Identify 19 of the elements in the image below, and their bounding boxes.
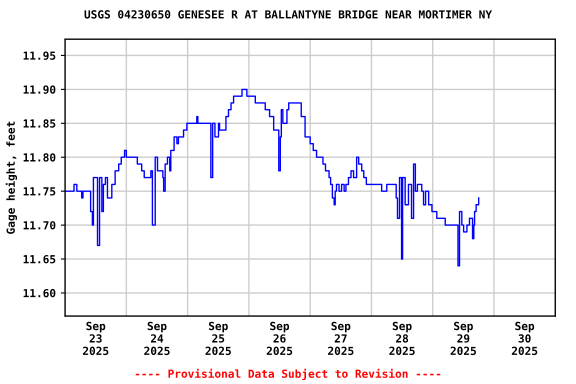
y-tick-label: 11.85 <box>24 119 56 128</box>
x-tick-label: Sep 26 2025 <box>266 322 292 356</box>
x-tick-label: Sep 27 2025 <box>328 322 354 356</box>
y-tick-label: 11.75 <box>24 187 56 196</box>
text: ---- Provisional Data Subject to Revision ---- <box>136 368 440 380</box>
x-tick-label: Sep 25 2025 <box>206 322 231 356</box>
y-tick-label: 11.70 <box>24 221 56 230</box>
x-tick-label: Sep 29 2025 <box>450 322 476 356</box>
chart-title: USGS 04230650 GENESEE R AT BALLANTYNE BRIDGE NEAR MORTIMER NY <box>84 10 492 19</box>
x-tick-label: Sep 30 2025 <box>512 322 538 356</box>
x-tick-label: Sep 28 2025 <box>389 322 415 356</box>
x-tick-label: Sep 23 2025 <box>82 322 108 356</box>
y-tick-label: 11.90 <box>24 85 56 94</box>
y-tick-label: 11.60 <box>24 288 56 298</box>
y-tick-label: 11.95 <box>24 52 56 60</box>
y-tick-label: 11.65 <box>24 255 56 264</box>
x-tick-label: Sep 24 2025 <box>144 322 170 356</box>
y-axis-title: Gage height, feet <box>6 122 18 234</box>
y-tick-label: 11.80 <box>24 153 56 162</box>
